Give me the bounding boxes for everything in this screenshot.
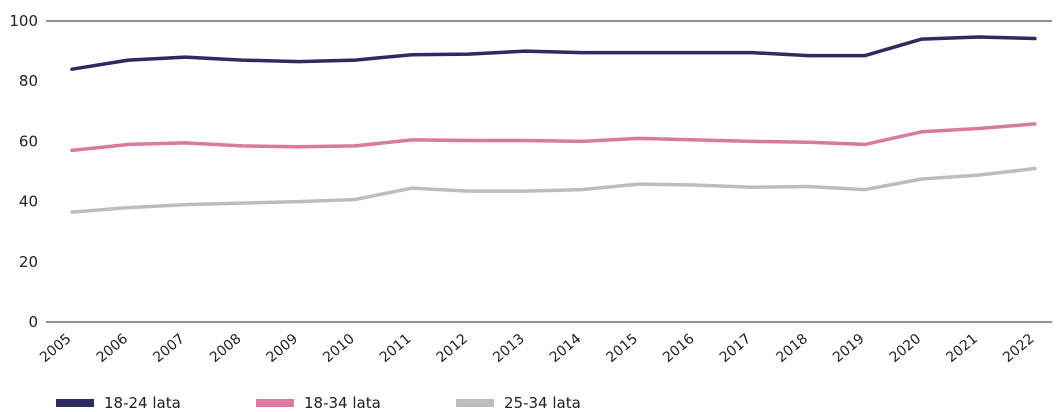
x-tick-label: 2012 — [434, 331, 472, 366]
x-tick-label: 2006 — [94, 331, 132, 366]
y-tick-label: 40 — [19, 193, 38, 211]
x-tick-label: 2016 — [660, 331, 698, 366]
legend-item-25-34: 25-34 lata — [456, 394, 656, 412]
legend-label-18-34: 18-34 lata — [304, 394, 381, 412]
x-tick-label: 2020 — [887, 331, 925, 366]
legend-item-18-34: 18-34 lata — [256, 394, 456, 412]
x-tick-label: 2015 — [603, 331, 641, 366]
x-tick-label: 2010 — [320, 331, 358, 366]
y-tick-label: 100 — [9, 12, 38, 30]
x-tick-label: 2011 — [377, 331, 415, 366]
x-tick-label: 2009 — [264, 331, 302, 366]
legend-swatch-18-24 — [56, 399, 94, 407]
legend-label-25-34: 25-34 lata — [504, 394, 581, 412]
series-line-18-34-lata — [70, 122, 1037, 153]
x-tick-label: 2007 — [150, 331, 188, 366]
series-line-18-24-lata — [70, 35, 1037, 71]
x-tick-label: 2021 — [943, 331, 981, 366]
legend-swatch-18-34 — [256, 399, 294, 407]
x-tick-label: 2005 — [37, 331, 75, 366]
x-tick-label: 2018 — [773, 331, 811, 366]
y-tick-label: 20 — [19, 253, 38, 271]
x-tick-label: 2019 — [830, 331, 868, 366]
x-tick-label: 2008 — [207, 331, 245, 366]
x-tick-label: 2014 — [547, 331, 585, 366]
x-tick-label: 2022 — [1000, 331, 1038, 366]
legend: 18-24 lata 18-34 lata 25-34 lata — [56, 394, 656, 412]
x-tick-label: 2013 — [490, 331, 528, 366]
x-tick-label: 2017 — [717, 331, 755, 366]
y-tick-label: 0 — [28, 313, 38, 331]
legend-swatch-25-34 — [456, 399, 494, 407]
legend-item-18-24: 18-24 lata — [56, 394, 256, 412]
y-tick-label: 80 — [19, 72, 38, 90]
y-tick-label: 60 — [19, 132, 38, 150]
series-line-25-34-lata — [70, 166, 1037, 214]
legend-label-18-24: 18-24 lata — [104, 394, 181, 412]
